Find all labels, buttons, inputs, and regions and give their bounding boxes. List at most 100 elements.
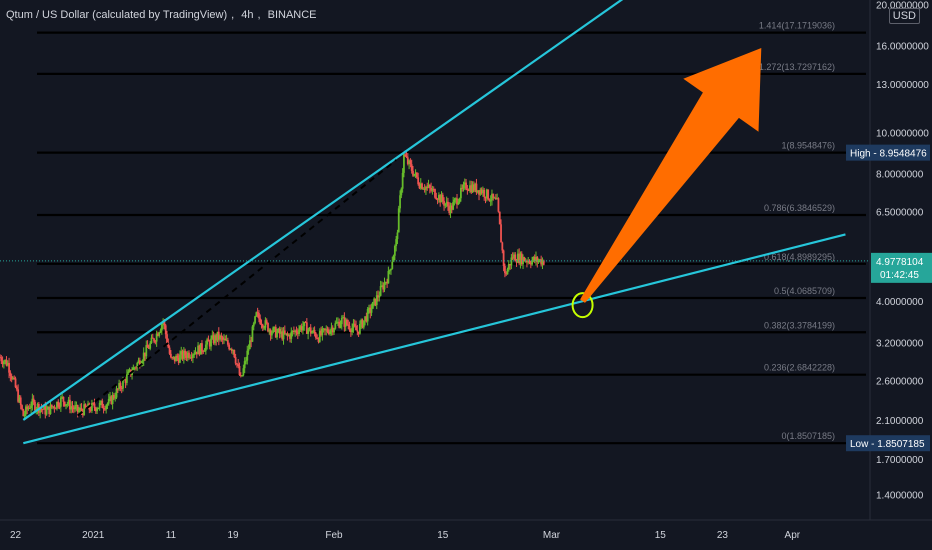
price-tick-label: 6.5000000 bbox=[876, 208, 924, 219]
candle-body bbox=[437, 195, 440, 200]
candle-body bbox=[66, 403, 69, 405]
candle-body bbox=[353, 323, 356, 326]
candle-body bbox=[357, 331, 360, 334]
candle-body bbox=[223, 338, 225, 340]
candle-body bbox=[432, 188, 435, 190]
fib-level-label: 0.786(6.3846529) bbox=[764, 203, 835, 213]
candle-body bbox=[334, 323, 337, 329]
candle-body bbox=[488, 199, 491, 201]
price-tick-label: 3.2000000 bbox=[876, 338, 924, 349]
candle-body bbox=[181, 351, 184, 359]
candle-body bbox=[277, 328, 280, 333]
candle-body bbox=[513, 254, 515, 258]
candle-body bbox=[307, 329, 310, 334]
candle-body bbox=[83, 404, 86, 415]
candle-body bbox=[320, 330, 322, 336]
price-tick-label: 2.6000000 bbox=[876, 377, 924, 388]
currency-button[interactable]: USD bbox=[888, 8, 920, 24]
candle-body bbox=[418, 184, 421, 189]
candle-body bbox=[282, 330, 285, 340]
candle-body bbox=[234, 357, 237, 364]
candle-body bbox=[528, 260, 531, 264]
candle-body bbox=[404, 154, 407, 157]
fib-level-label: 1.272(13.7297162) bbox=[759, 62, 835, 72]
candle-body bbox=[373, 298, 376, 303]
candle-body bbox=[379, 286, 382, 296]
candle-body bbox=[518, 253, 521, 264]
candle-body bbox=[348, 325, 351, 330]
candle-body bbox=[75, 404, 78, 407]
candle-body bbox=[537, 260, 540, 262]
candle-body bbox=[232, 349, 234, 351]
candle-body bbox=[355, 325, 357, 331]
candle-body bbox=[538, 259, 541, 261]
candle-body bbox=[316, 337, 319, 339]
candle-body bbox=[128, 369, 131, 372]
candle-body bbox=[391, 261, 394, 269]
low-marker-text: Low - 1.8507185 bbox=[850, 439, 925, 450]
candle-body bbox=[457, 202, 460, 205]
candle-body bbox=[150, 337, 153, 344]
candle-body bbox=[190, 357, 193, 359]
candle-body bbox=[423, 188, 426, 190]
candle-body bbox=[192, 354, 194, 358]
candle-body bbox=[109, 396, 111, 399]
candle-body bbox=[215, 335, 218, 341]
candle-body bbox=[494, 197, 497, 200]
candle-body bbox=[250, 340, 253, 342]
candle-body bbox=[26, 406, 29, 410]
candle-body bbox=[475, 183, 478, 193]
candle-body bbox=[241, 375, 243, 377]
candle-body bbox=[342, 317, 344, 319]
candle-body bbox=[114, 397, 117, 399]
candle-body bbox=[515, 261, 518, 263]
candle-body bbox=[321, 328, 324, 336]
candle-body bbox=[214, 335, 216, 344]
candle-body bbox=[428, 185, 431, 188]
candle-body bbox=[532, 256, 535, 261]
candle-body bbox=[386, 281, 388, 284]
candle-body bbox=[238, 366, 241, 376]
candle-body bbox=[84, 404, 87, 408]
candle-body bbox=[255, 312, 258, 317]
price-tick-label: 2.1000000 bbox=[876, 416, 924, 427]
candle-body bbox=[103, 408, 106, 410]
candle-body bbox=[252, 323, 255, 327]
candle-body bbox=[516, 253, 519, 263]
candle-body bbox=[236, 363, 238, 365]
candle-body bbox=[466, 188, 469, 191]
candle-body bbox=[144, 352, 146, 357]
candle-body bbox=[427, 185, 430, 187]
candle-body bbox=[245, 360, 247, 362]
candle-body bbox=[392, 255, 395, 262]
time-axis bbox=[0, 520, 932, 550]
candle-body bbox=[207, 339, 210, 342]
candle-body bbox=[198, 345, 201, 355]
candle-body bbox=[62, 396, 65, 402]
candle-body bbox=[340, 317, 343, 325]
candle-body bbox=[36, 403, 39, 410]
candle-body bbox=[199, 343, 202, 355]
low-marker-bg bbox=[846, 435, 930, 452]
candle-body bbox=[458, 198, 461, 203]
candle-body bbox=[289, 334, 291, 339]
high-marker-bg bbox=[846, 144, 930, 161]
time-tick-label: 15 bbox=[437, 530, 449, 541]
candle-body bbox=[79, 407, 82, 411]
candle-body bbox=[197, 345, 199, 355]
candle-body bbox=[180, 351, 183, 355]
candle-body bbox=[123, 379, 126, 381]
candle-body bbox=[360, 319, 363, 324]
candle-body bbox=[226, 340, 229, 345]
candle-body bbox=[0, 357, 3, 362]
candle-body bbox=[431, 188, 434, 191]
candle-body bbox=[540, 259, 543, 265]
candle-body bbox=[533, 256, 536, 262]
last-price-tag bbox=[871, 252, 932, 283]
time-tick-label: 22 bbox=[10, 530, 22, 541]
candle-body bbox=[208, 341, 211, 347]
candle-body bbox=[298, 329, 300, 334]
candle-body bbox=[465, 182, 467, 189]
